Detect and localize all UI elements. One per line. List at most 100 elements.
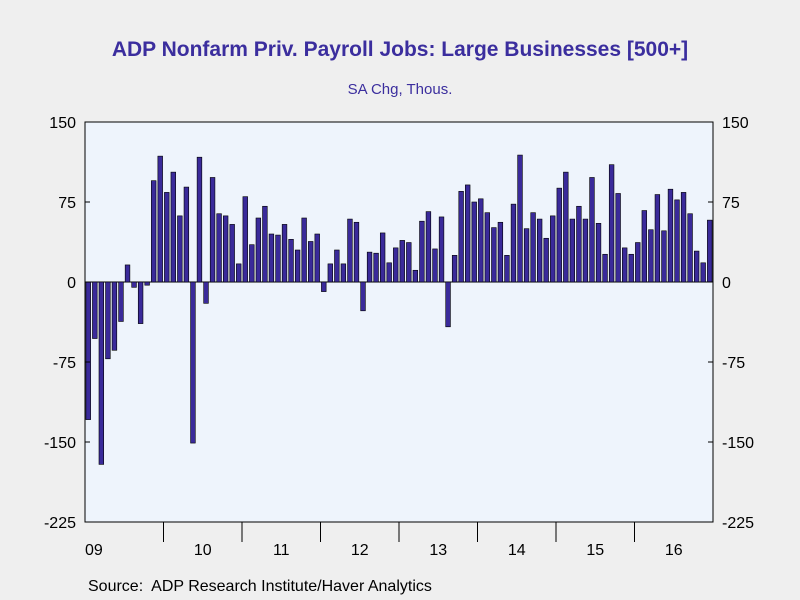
bar (379, 232, 386, 283)
bar (648, 229, 654, 283)
bar (628, 253, 634, 283)
bar (124, 264, 131, 283)
bar (281, 224, 288, 283)
bar (406, 242, 412, 283)
x-tick-label: 09 (85, 542, 103, 559)
bar (504, 255, 510, 283)
bar (451, 255, 458, 283)
x-tick-label: 13 (429, 542, 447, 559)
bar (360, 281, 366, 312)
bar (497, 221, 504, 283)
x-axis: 09 10 11 12 13 14 15 16 (85, 522, 683, 559)
bar (622, 247, 628, 283)
x-tick-label: 10 (194, 542, 212, 559)
bar (118, 281, 124, 322)
chart-title: ADP Nonfarm Priv. Payroll Jobs: Large Bu… (111, 38, 689, 61)
bar (569, 218, 576, 283)
y-tick-label-left: 75 (58, 195, 76, 212)
bar (353, 221, 360, 283)
bar (334, 249, 340, 283)
bar (222, 215, 229, 283)
y-tick-label-right: 150 (722, 115, 749, 132)
bar (602, 253, 608, 283)
bar (543, 237, 549, 283)
bar (196, 156, 203, 283)
y-tick-label-right: -75 (722, 355, 745, 372)
bar (517, 154, 523, 283)
bar (635, 242, 641, 283)
bar (366, 251, 373, 283)
bar (151, 180, 157, 283)
bar (654, 194, 661, 283)
bar (275, 234, 281, 283)
bar (556, 187, 562, 283)
bar (216, 213, 222, 283)
y-axis-right: 150 75 0 -75 -150 -225 (708, 115, 754, 532)
bar (327, 263, 333, 283)
bar (641, 210, 647, 283)
plot-area (84, 121, 714, 523)
bar (680, 192, 687, 283)
bar (674, 199, 680, 283)
y-tick-label-left: -75 (53, 355, 76, 372)
bar (229, 224, 235, 283)
bars-group (85, 154, 713, 465)
bar (137, 281, 144, 324)
bar (314, 233, 320, 283)
bar (399, 240, 405, 283)
bar (661, 230, 667, 283)
bar (144, 281, 150, 286)
bar (236, 263, 242, 283)
y-tick-label-left: 0 (67, 275, 76, 292)
bar (438, 216, 445, 283)
bar (131, 281, 137, 288)
bar (615, 193, 621, 283)
bar (510, 203, 517, 283)
bar (242, 196, 248, 283)
bar (294, 249, 301, 283)
bar (589, 177, 595, 283)
x-tick-label: 12 (351, 542, 369, 559)
bar (465, 184, 471, 283)
bar (262, 205, 268, 283)
x-tick-label: 14 (508, 542, 526, 559)
bar (563, 171, 569, 283)
bar (164, 192, 170, 283)
bar (608, 164, 615, 283)
bar (183, 186, 190, 283)
bar (595, 223, 602, 283)
y-tick-label-left: 150 (49, 115, 76, 132)
bar (177, 215, 183, 283)
y-tick-label-left: -225 (44, 515, 76, 532)
y-tick-label-right: 0 (722, 275, 731, 292)
bar (111, 281, 118, 351)
bar (347, 218, 353, 283)
y-axis-left: 150 75 0 -75 -150 -225 (44, 115, 90, 532)
bar (249, 244, 255, 283)
bar (157, 155, 163, 283)
bar (209, 177, 216, 283)
source-note: Source: ADP Research Institute/Haver Ana… (88, 578, 432, 595)
bar (203, 281, 209, 304)
bar (693, 250, 700, 283)
bar (393, 247, 399, 283)
bar (268, 233, 275, 283)
bar (308, 241, 314, 283)
y-tick-label-left: -150 (44, 435, 76, 452)
bar (667, 188, 674, 283)
bar (255, 217, 262, 283)
bar (445, 281, 451, 328)
bar (412, 269, 419, 283)
bar (301, 217, 307, 283)
bar (170, 171, 176, 283)
bar (190, 281, 196, 444)
bar (425, 211, 432, 283)
bar (550, 215, 556, 283)
bar (85, 281, 91, 420)
bar (288, 239, 294, 283)
bar (536, 218, 543, 283)
y-tick-label-right: -150 (722, 435, 754, 452)
bar (386, 262, 392, 283)
bar (471, 201, 477, 283)
